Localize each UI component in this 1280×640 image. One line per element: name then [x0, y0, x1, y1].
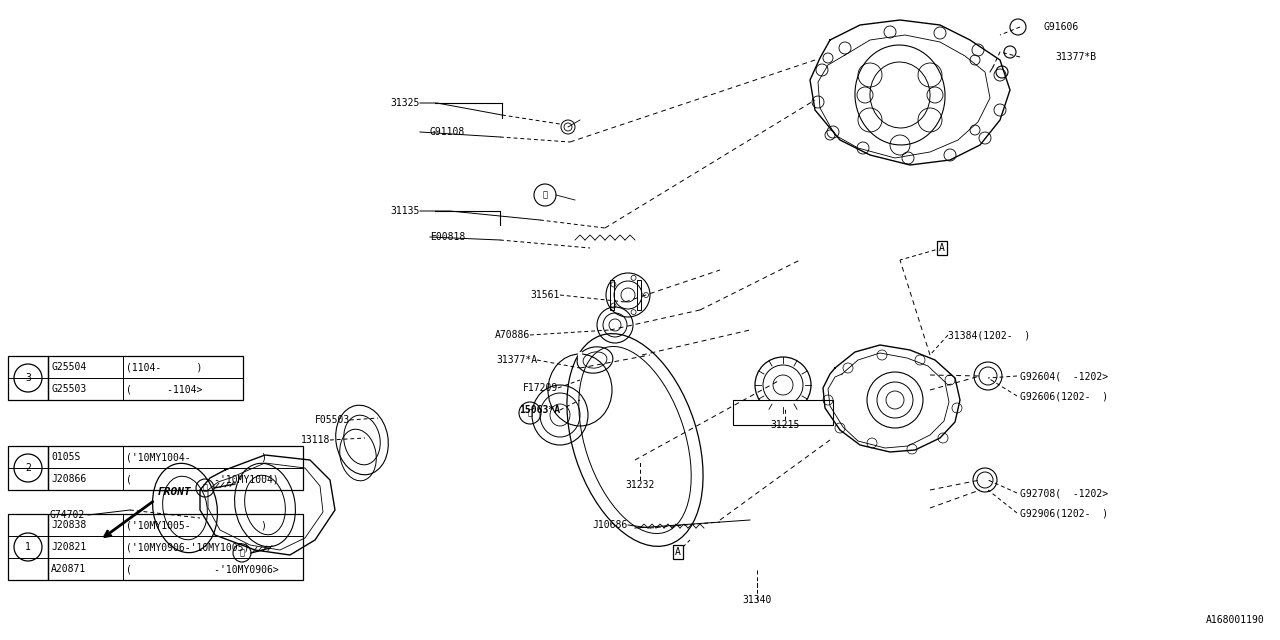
Text: A: A: [940, 243, 945, 253]
Text: ('10MY1004-            ): ('10MY1004- ): [125, 452, 268, 462]
Text: G25504: G25504: [51, 362, 86, 372]
Text: ③: ③: [527, 408, 532, 417]
Text: A: A: [675, 547, 681, 557]
Text: J20821: J20821: [51, 542, 86, 552]
Text: (              -'10MY1004): ( -'10MY1004): [125, 474, 279, 484]
Text: G92708(  -1202>: G92708( -1202>: [1020, 488, 1108, 498]
Text: ②: ②: [543, 191, 548, 200]
Text: G92604(  -1202>: G92604( -1202>: [1020, 371, 1108, 381]
Bar: [637, 280, 641, 310]
Bar: [49, 446, 303, 490]
Bar: [8, 446, 49, 490]
Text: 31135: 31135: [390, 206, 420, 216]
Text: J20866: J20866: [51, 474, 86, 484]
Text: 2: 2: [26, 463, 31, 473]
Text: FRONT: FRONT: [157, 487, 192, 497]
Text: ①: ①: [202, 483, 207, 493]
Text: F17209: F17209: [522, 383, 558, 393]
Text: ②: ②: [239, 548, 244, 557]
Text: (      -1104>: ( -1104>: [125, 384, 202, 394]
Text: 31215: 31215: [771, 420, 800, 430]
Text: 31325: 31325: [390, 98, 420, 108]
Bar: [8, 514, 49, 580]
Text: ('10MY0906-'10MY1005): ('10MY0906-'10MY1005): [125, 542, 250, 552]
Text: G91606: G91606: [1043, 22, 1078, 32]
Text: J20838: J20838: [51, 520, 86, 530]
Text: G74702: G74702: [50, 510, 84, 520]
Bar: [8, 356, 49, 400]
Text: A20871: A20871: [51, 564, 86, 574]
Bar: [733, 400, 833, 425]
Text: 31232: 31232: [626, 480, 654, 490]
Text: 31340: 31340: [742, 595, 772, 605]
Text: 31377*B: 31377*B: [1055, 52, 1096, 62]
Text: 3: 3: [26, 373, 31, 383]
Text: F05503: F05503: [315, 415, 349, 425]
Text: 31561: 31561: [531, 290, 561, 300]
Text: G91108: G91108: [430, 127, 465, 137]
Text: 13118: 13118: [301, 435, 330, 445]
Text: (              -'10MY0906>: ( -'10MY0906>: [125, 564, 279, 574]
Bar: [611, 280, 614, 310]
Bar: [49, 514, 303, 580]
Bar: [49, 356, 243, 400]
Text: J10686: J10686: [593, 520, 628, 530]
Text: (1104-      ): (1104- ): [125, 362, 202, 372]
Text: 1: 1: [26, 542, 31, 552]
Text: E00818: E00818: [430, 232, 465, 242]
Text: 31377*A: 31377*A: [495, 355, 538, 365]
Text: 31384(1202-  ): 31384(1202- ): [948, 330, 1030, 340]
Text: G92906(1202-  ): G92906(1202- ): [1020, 508, 1108, 518]
Text: 0105S: 0105S: [51, 452, 81, 462]
Text: A168001190: A168001190: [1206, 615, 1265, 625]
Text: G92606(1202-  ): G92606(1202- ): [1020, 391, 1108, 401]
Text: A70886: A70886: [495, 330, 530, 340]
Text: G25503: G25503: [51, 384, 86, 394]
Text: 15063*A: 15063*A: [518, 405, 561, 415]
Text: ('10MY1005-            ): ('10MY1005- ): [125, 520, 268, 530]
